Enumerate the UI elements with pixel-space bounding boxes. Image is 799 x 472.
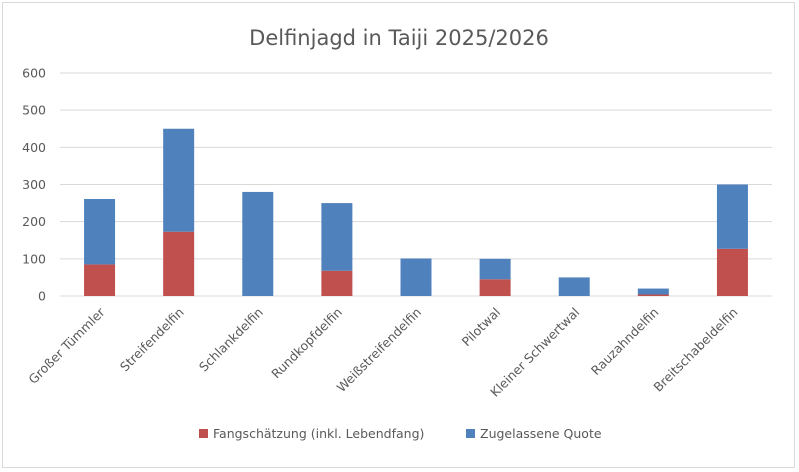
x-category-label: Breitschabeldelfin	[650, 305, 740, 395]
y-tick-label: 600	[22, 66, 46, 81]
bar-segment-quota	[242, 191, 274, 296]
legend-swatch	[466, 429, 475, 438]
bar-segment-catch-estimate	[321, 270, 353, 296]
bar-segment-quota	[479, 258, 511, 280]
bar-segment-quota	[400, 258, 432, 296]
bar-segment-quota	[84, 198, 116, 265]
legend-label: Zugelassene Quote	[480, 426, 602, 441]
y-tick-label: 100	[22, 251, 46, 266]
chart-frame	[2, 2, 795, 468]
x-category-label: Großer Tümmler	[25, 304, 108, 387]
bar-segment-catch-estimate	[716, 248, 748, 296]
chart-title: Delfinjagd in Taiji 2025/2026	[249, 26, 549, 50]
bars	[84, 128, 748, 296]
bar-segment-quota	[321, 203, 353, 271]
legend: Fangschätzung (inkl. Lebendfang) Zugelass…	[199, 426, 602, 441]
bar-segment-quota	[558, 277, 590, 296]
x-category-label: Streifendelfin	[117, 305, 187, 375]
bar-segment-catch-estimate	[637, 294, 669, 296]
bar-segment-quota	[163, 128, 195, 232]
x-category-label: Pilotwal	[459, 305, 504, 350]
x-category-label: Kleiner Schwertwal	[487, 305, 582, 400]
y-tick-label: 300	[22, 177, 46, 192]
y-tick-label: 200	[22, 214, 46, 229]
bar-segment-quota	[637, 288, 669, 295]
y-tick-label: 500	[22, 103, 46, 118]
x-category-label: Rundkopfdelfin	[268, 305, 345, 382]
y-tick-label: 0	[38, 289, 46, 304]
bar-segment-catch-estimate	[84, 264, 116, 296]
x-category-label: Weißstreifendelfin	[334, 305, 425, 396]
y-tick-label: 400	[22, 140, 46, 155]
bar-segment-catch-estimate	[163, 231, 195, 296]
x-axis-category-labels: Großer Tümmler Streifendelfin Schlankdelfi…	[25, 304, 740, 400]
bar-segment-catch-estimate	[479, 279, 511, 296]
y-axis-ticks: 0 100 200 300 400 500 600	[22, 66, 46, 304]
x-category-label: Rauzahndelfin	[588, 305, 662, 379]
x-category-label: Schlankdelfin	[196, 305, 266, 375]
legend-swatch	[199, 429, 208, 438]
legend-label: Fangschätzung (inkl. Lebendfang)	[213, 426, 424, 441]
bar-segment-quota	[716, 184, 748, 249]
